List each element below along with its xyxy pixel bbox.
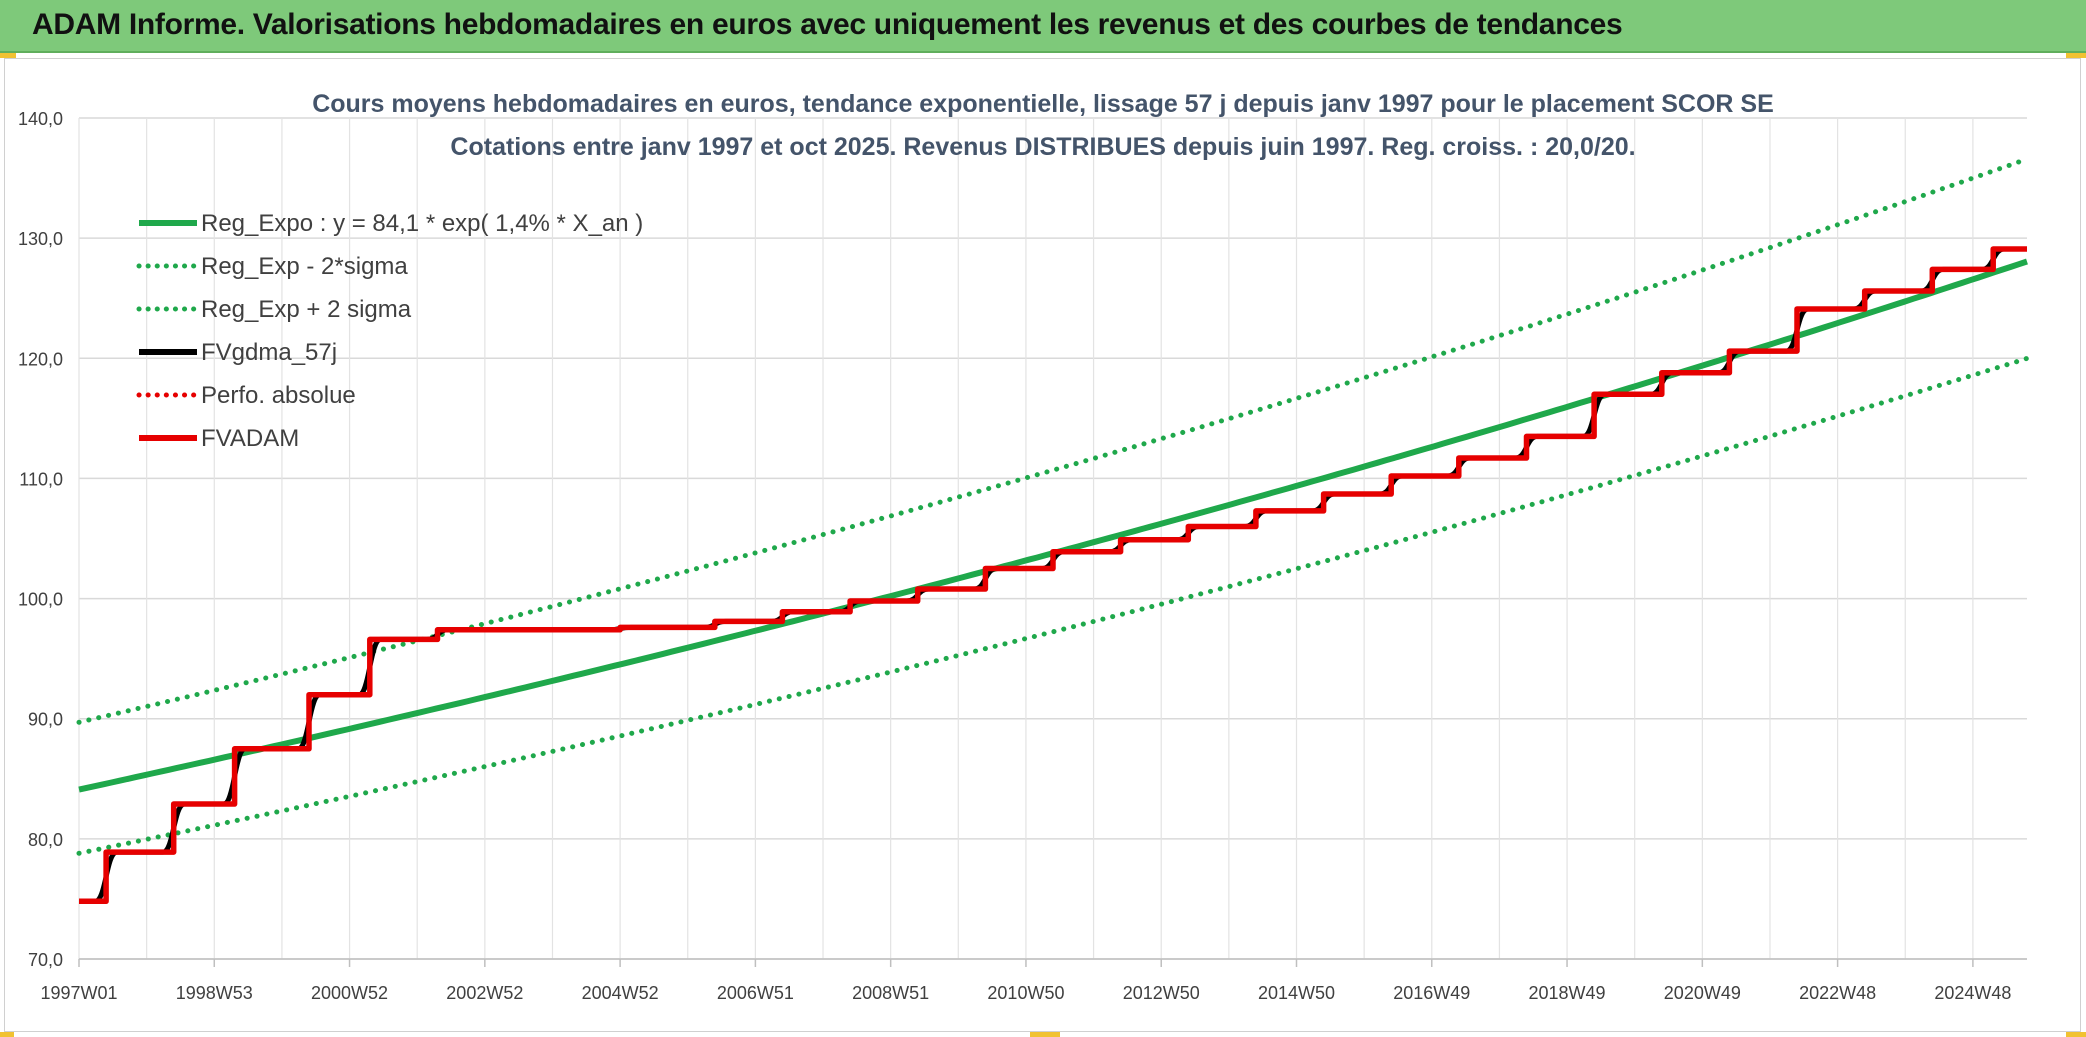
- chart-title: Cours moyens hebdomadaires en euros, ten…: [312, 90, 1774, 118]
- legend-label: Reg_Exp - 2*sigma: [201, 253, 408, 280]
- header-banner: ADAM Informe. Valorisations hebdomadaire…: [0, 0, 2086, 53]
- corner-mark-top-left: [0, 53, 16, 58]
- corner-mark-bottom-mid: [1030, 1032, 1060, 1037]
- axes: 70,0 80,0 90,0 100,0 110,0 120,0 130,0 140,0 199…: [18, 109, 2027, 1003]
- x-tick-label: 2008W51: [852, 983, 929, 1003]
- x-tick-label: 2018W49: [1529, 983, 1606, 1003]
- x-tick-label: 2012W50: [1123, 983, 1200, 1003]
- x-tick-label: 2006W51: [717, 983, 794, 1003]
- legend-label: Reg_Exp + 2 sigma: [201, 296, 412, 323]
- y-tick-label: 70,0: [28, 950, 63, 970]
- x-tick-label: 2020W49: [1664, 983, 1741, 1003]
- corner-mark-bottom-left: [0, 1032, 14, 1037]
- x-tick-label: 2000W52: [311, 983, 388, 1003]
- y-tick-label: 110,0: [19, 469, 63, 489]
- x-tick-label: 2010W50: [987, 983, 1064, 1003]
- y-tick-label: 120,0: [18, 349, 63, 369]
- y-tick-label: 130,0: [18, 229, 63, 249]
- legend-label: FVADAM: [201, 425, 299, 452]
- series-line-fvadam: [79, 246, 2027, 905]
- series-line-reg-expo-y-84-1-exp-1-4-: [78, 258, 2028, 793]
- corner-mark-top-right: [2066, 53, 2086, 58]
- y-tick-label: 80,0: [28, 830, 63, 850]
- legend-label: Reg_Expo : y = 84,1 * exp( 1,4% * X_an ): [201, 210, 643, 237]
- series-line-reg-exp-2-sigma: [76, 156, 2030, 725]
- corner-mark-bottom-right: [2066, 1032, 2086, 1037]
- legend-label: Perfo. absolue: [201, 382, 356, 409]
- x-tick-label: 2002W52: [446, 983, 523, 1003]
- chart-titles: Cours moyens hebdomadaires en euros, ten…: [312, 90, 1774, 161]
- series-group: [76, 156, 2030, 905]
- x-tick-label: 2022W48: [1799, 983, 1876, 1003]
- y-tick-label: 140,0: [18, 109, 63, 129]
- chart-area: [4, 58, 2081, 1032]
- legend-label: FVgdma_57j: [201, 339, 337, 366]
- x-tick-label: 2024W48: [1934, 983, 2011, 1003]
- x-tick-label: 2004W52: [582, 983, 659, 1003]
- x-tick-label: 1998W53: [176, 983, 253, 1003]
- grid: [78, 117, 2027, 960]
- x-tick-label: 2014W50: [1258, 983, 1335, 1003]
- y-tick-label: 90,0: [28, 710, 63, 730]
- y-tick-label: 100,0: [18, 590, 63, 610]
- banner-title: ADAM Informe. Valorisations hebdomadaire…: [32, 8, 1623, 41]
- series-line-fvgdma-57j: [79, 246, 2027, 904]
- series-line-reg-exp-2-sigma: [76, 355, 2030, 856]
- chart-subtitle: Cotations entre janv 1997 et oct 2025. R…: [450, 133, 1635, 161]
- legend: Reg_Expo : y = 84,1 * exp( 1,4% * X_an )…: [136, 210, 643, 452]
- x-tick-label: 2016W49: [1393, 983, 1470, 1003]
- x-tick-label: 1997W01: [40, 983, 117, 1003]
